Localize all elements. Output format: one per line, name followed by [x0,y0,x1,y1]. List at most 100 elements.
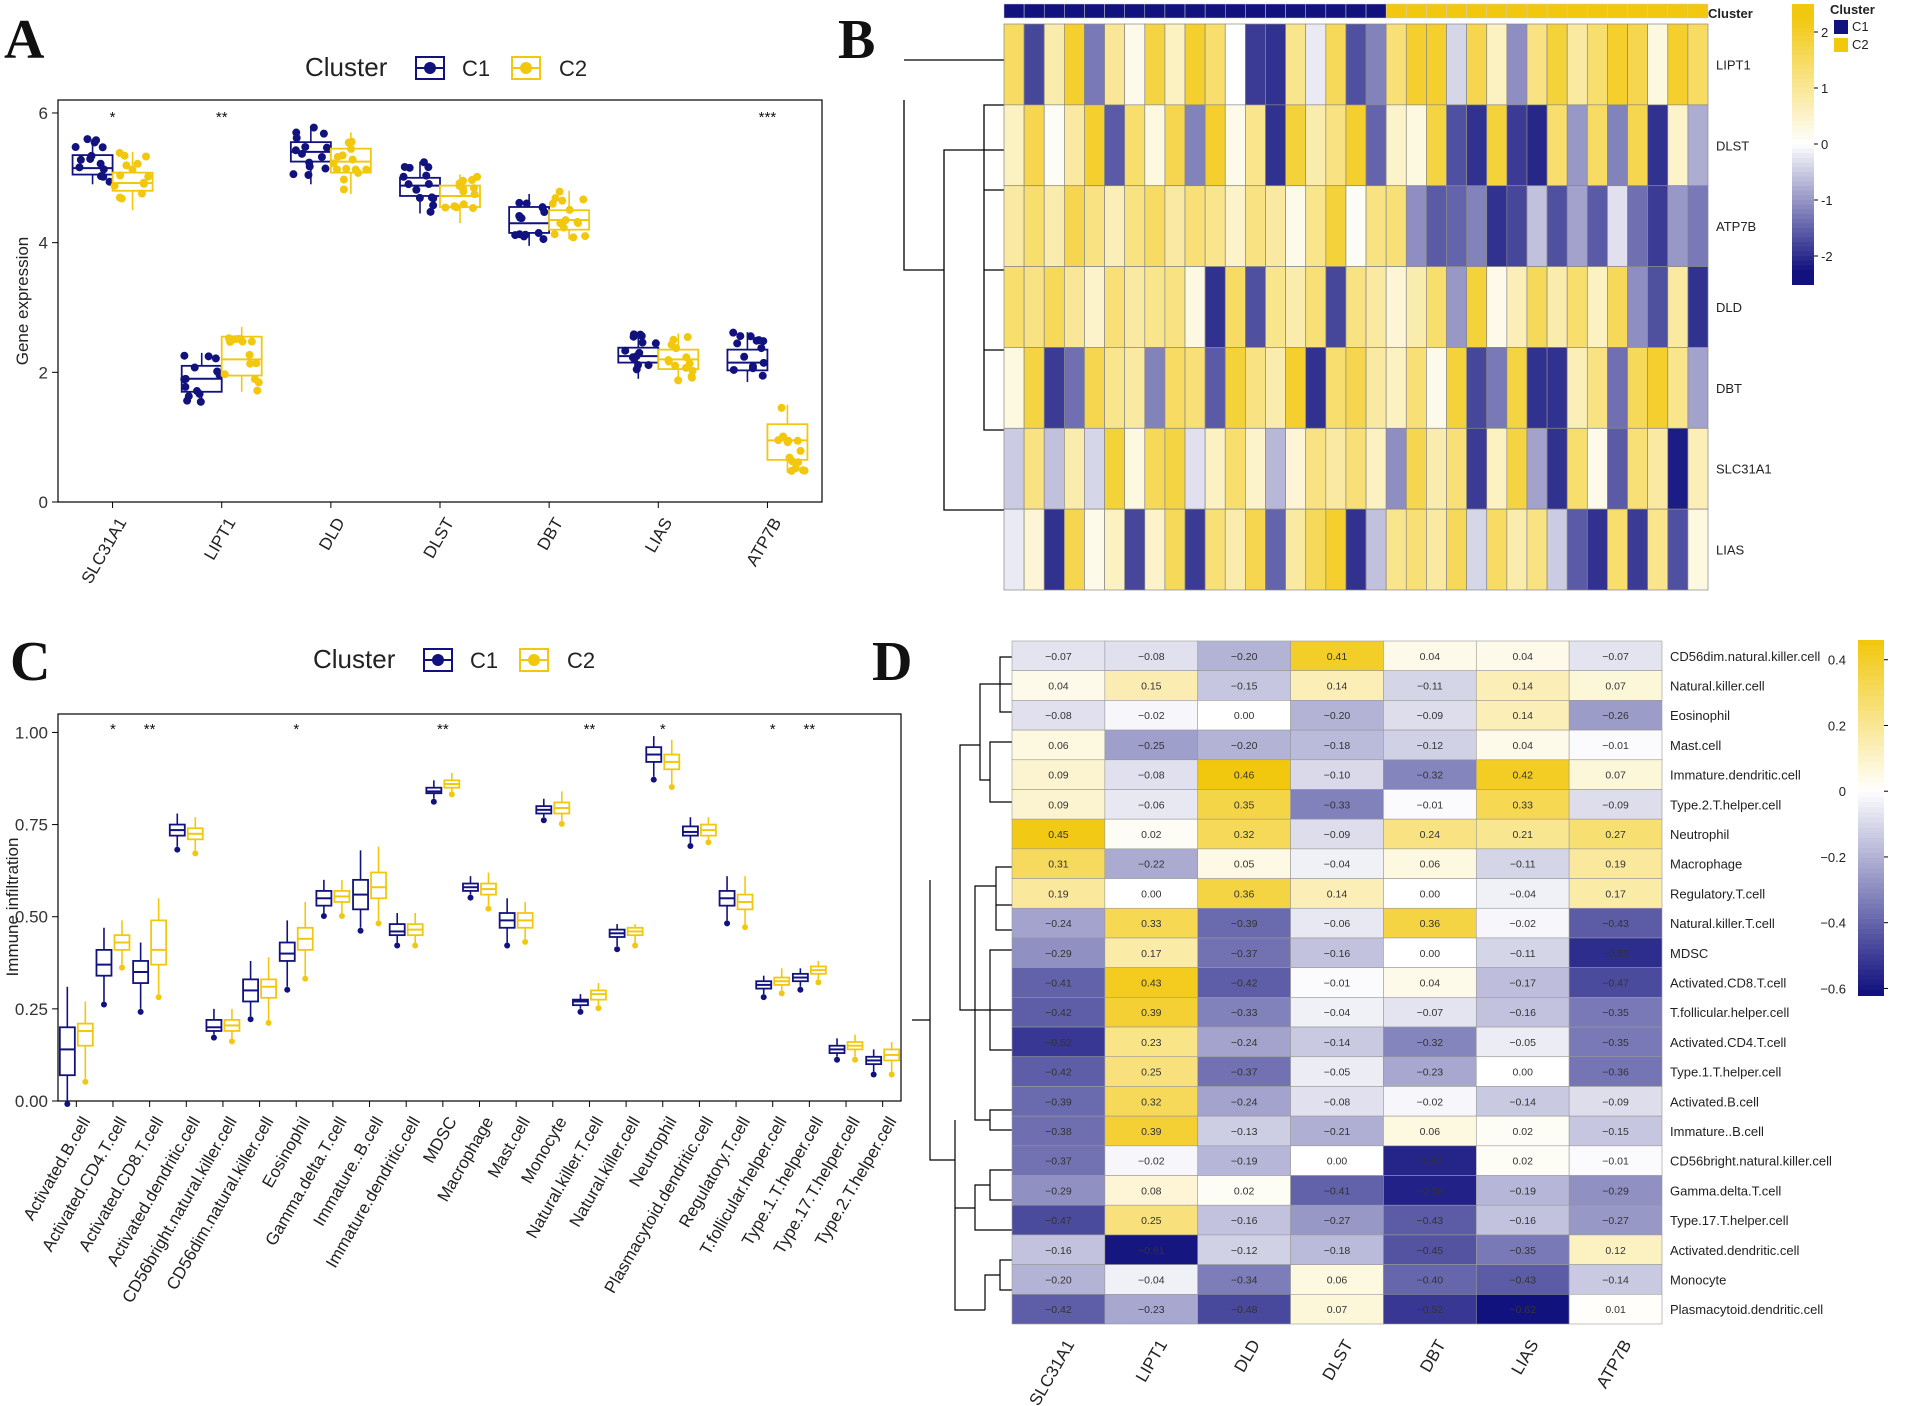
heatmap-cell-value: −0.29 [1045,948,1072,960]
cluster-annotation-cell [1325,3,1347,19]
panel-c-significance: * [293,721,299,738]
colorbar-segment [1858,822,1884,829]
colorbar-segment [1792,125,1814,131]
heatmap-cell-value: −0.24 [1045,918,1072,930]
heatmap-cell [1383,1145,1477,1176]
colorbar-segment [1792,172,1814,178]
panel-c-outlier [614,946,621,953]
heatmap-cell [1023,427,1045,510]
colorbar-segment [1858,858,1884,865]
heatmap-cell [1104,266,1126,348]
heatmap-cell [1385,23,1407,106]
heatmap-cell [1104,185,1126,267]
heatmap-cell-value: −0.06 [1138,799,1165,811]
panel-a-xtick-label: LIAS [641,515,676,556]
heatmap-cell [1063,185,1085,267]
colorbar-segment [1858,837,1884,844]
colorbar-segment [1792,279,1814,285]
heatmap-cell-value: −0.16 [1324,948,1351,960]
heatmap-cell-value: 0.42 [1512,770,1533,782]
dendrogram-branch-b [903,59,1004,511]
panel-a-xtick-label: LIPT1 [200,515,239,564]
heatmap-column-label: DLD [1231,1337,1264,1376]
panel-c-outlier [320,913,327,920]
heatmap-cell [1084,185,1105,267]
heatmap-cell [1325,104,1347,187]
panel-a-point [748,362,757,371]
panel-a-point [245,350,254,359]
panel-c-box-c2 [150,898,168,1001]
colorbar-segment [1858,888,1884,895]
heatmap-cell-value: 0.08 [1141,1185,1162,1197]
heatmap-cell [1667,266,1689,348]
panel-a-point [246,359,255,368]
panel-c-box-c1 [535,798,553,824]
panel-a-point [405,163,414,172]
heatmap-cell [1104,997,1199,1028]
panel-c-outlier [760,994,767,1001]
cluster-annotation-cell [1446,3,1467,19]
colorbar-segment [1858,969,1884,976]
colorbar-segment [1792,22,1814,29]
heatmap-cell-value: 0.02 [1234,1185,1255,1197]
heatmap-cell [1667,23,1689,106]
heatmap-row-label: ATP7B [1716,219,1756,234]
heatmap-cell [1197,1086,1291,1117]
heatmap-cell [1265,266,1286,348]
colorbar-segment [1792,55,1814,61]
panel-c-iqr-box [370,871,387,900]
colorbar-segment [1858,964,1884,971]
heatmap-cell-value: −0.62 [1509,1304,1536,1316]
legend-title: Cluster [1830,2,1875,17]
heatmap-cell-value: −0.27 [1602,1215,1629,1227]
heatmap-cell [1383,967,1477,998]
heatmap-cell [1164,427,1186,510]
heatmap-cell-value: 0.31 [1048,859,1069,871]
panel-c-frame [57,713,902,1102]
heatmap-cell [1627,104,1649,187]
panel-a-point [247,337,256,346]
heatmap-cell [1383,818,1477,850]
colorbar-segment [1858,690,1884,697]
heatmap-cell [1144,185,1166,267]
heatmap-cell [1546,185,1568,267]
heatmap-cell [1224,347,1246,429]
heatmap-cell-value: 0.09 [1048,799,1069,811]
heatmap-cell [1164,185,1186,267]
heatmap-cell [1383,1294,1477,1325]
heatmap-row-label: Regulatory.T.cell [1670,886,1765,901]
panel-a-point [777,403,786,412]
heatmap-cell [1568,907,1663,939]
heatmap-cell [1426,104,1447,187]
heatmap-cell [1383,937,1477,968]
heatmap-cell-value: −0.19 [1509,1185,1536,1197]
heatmap-row-label: Type.1.T.helper.cell [1670,1065,1781,1080]
heatmap-cell [1011,818,1106,850]
colorbar-segment [1792,153,1814,159]
panel-a-point [426,207,435,216]
colorbar-segment [1792,270,1814,276]
heatmap-cell [1285,185,1307,267]
cluster-annotation-cell [1607,3,1628,19]
panel-c-outlier [394,942,401,949]
colorbar-tick-label: -2 [1821,249,1833,264]
panel-c-outlier [577,1008,584,1015]
heatmap-cell-value: 0.01 [1605,1304,1626,1316]
cluster-annotation-cell [1043,3,1065,19]
heatmap-cell [1011,1264,1106,1295]
heatmap-cell-value: −0.55 [1602,948,1629,960]
heatmap-cell [1043,104,1065,187]
panel-a-point [338,151,347,160]
heatmap-cell [1144,508,1166,591]
colorbar-segment [1792,97,1814,103]
panel-a-point [116,171,125,180]
heatmap-cell-value: −0.07 [1602,651,1629,663]
heatmap-cell [1197,967,1291,998]
panel-a-point [683,333,692,342]
heatmap-cell [1568,1056,1663,1087]
cluster-annotation-cell [1406,3,1427,19]
legend-label-c1: C1 [470,648,498,673]
colorbar-tick-label: 1 [1821,81,1828,96]
cluster-annotation-cell [1426,3,1447,19]
heatmap-cell [1290,848,1384,879]
